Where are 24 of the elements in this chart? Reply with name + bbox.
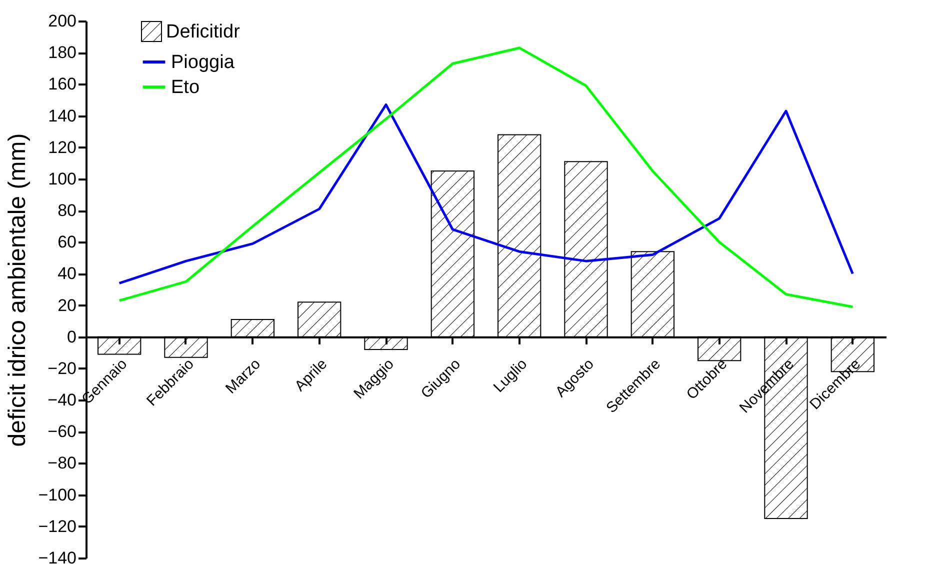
line-series xyxy=(118,46,854,308)
y-tick-label: 200 xyxy=(48,12,76,30)
legend-label: Eto xyxy=(171,77,200,98)
y-tick-label: 20 xyxy=(58,296,76,315)
y-tick-label: 40 xyxy=(58,264,76,284)
legend-label: Pioggia xyxy=(171,52,235,73)
y-axis-title: deficit idrico ambientale (mm) xyxy=(4,133,32,447)
y-tick-label: 0 xyxy=(67,327,76,346)
y-tick-label: −20 xyxy=(48,358,76,378)
y-tick-label: 180 xyxy=(48,43,76,62)
y-tick-label: 140 xyxy=(48,106,76,126)
line-series xyxy=(118,103,854,284)
y-tick-label: −140 xyxy=(38,548,76,568)
y-tick-label: 120 xyxy=(48,138,76,157)
y-tick-label: 160 xyxy=(48,74,76,94)
legend-label: Deficitidr xyxy=(166,22,241,42)
y-tick-label: −100 xyxy=(38,485,76,504)
y-tick-label: −40 xyxy=(48,390,76,410)
y-tick-label: −80 xyxy=(48,454,76,473)
y-tick-label: 100 xyxy=(48,169,76,188)
y-tick-label: 60 xyxy=(58,232,76,252)
y-tick-label: −120 xyxy=(38,516,76,536)
y-tick-label: 80 xyxy=(58,201,76,220)
y-tick-label: −60 xyxy=(48,422,76,442)
